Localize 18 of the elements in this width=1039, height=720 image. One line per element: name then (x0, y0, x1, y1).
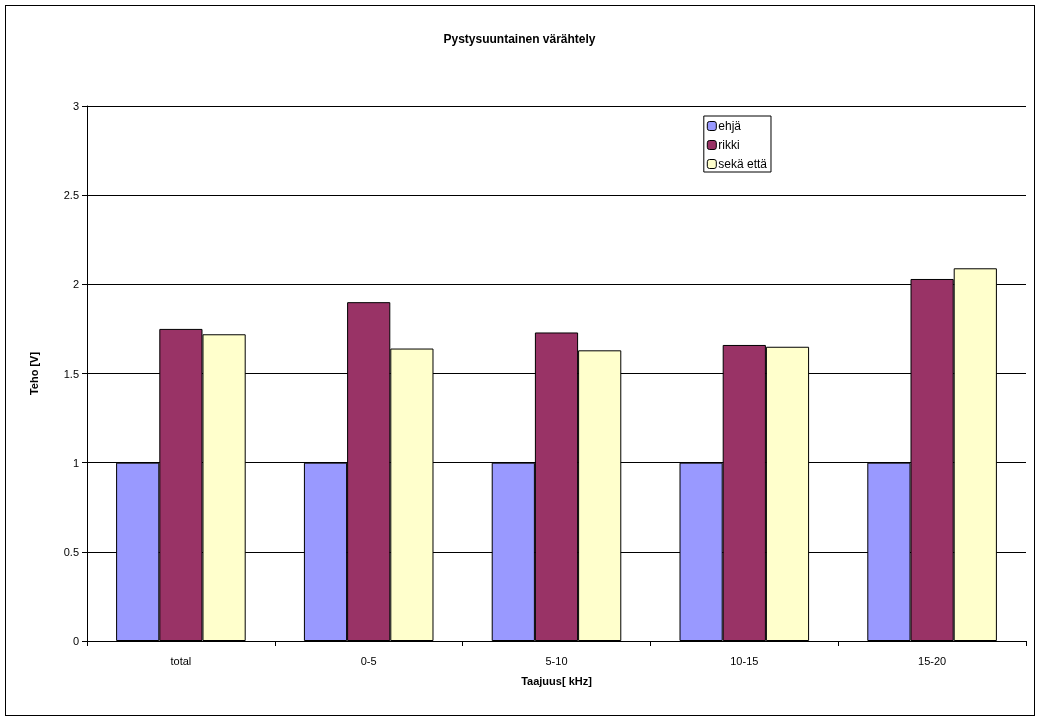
x-tick-label: 0-5 (360, 654, 377, 667)
x-tick-label: 10-15 (730, 654, 759, 667)
x-tick-label: 5-10 (545, 654, 568, 667)
y-axis-title: Teho [V] (27, 351, 40, 396)
y-tick-label: 0.5 (63, 545, 79, 558)
y-tick-label: 0 (72, 635, 79, 647)
y-tick-label: 3 (72, 100, 79, 112)
legend-label: sekä että (718, 157, 768, 171)
legend-label: rikki (718, 138, 740, 152)
x-tick-label: total (170, 654, 192, 667)
chart-title: Pystysuuntainen värähtely (443, 32, 596, 46)
x-axis-title: Taajuus[ kHz] (521, 674, 593, 687)
y-tick-label: 2 (72, 278, 79, 291)
y-tick-label: 1.5 (63, 367, 79, 380)
x-tick-label: 15-20 (918, 654, 947, 667)
y-tick-label: 2.5 (63, 189, 79, 202)
y-tick-label: 1 (72, 456, 79, 469)
legend-label: ehjä (718, 119, 742, 133)
